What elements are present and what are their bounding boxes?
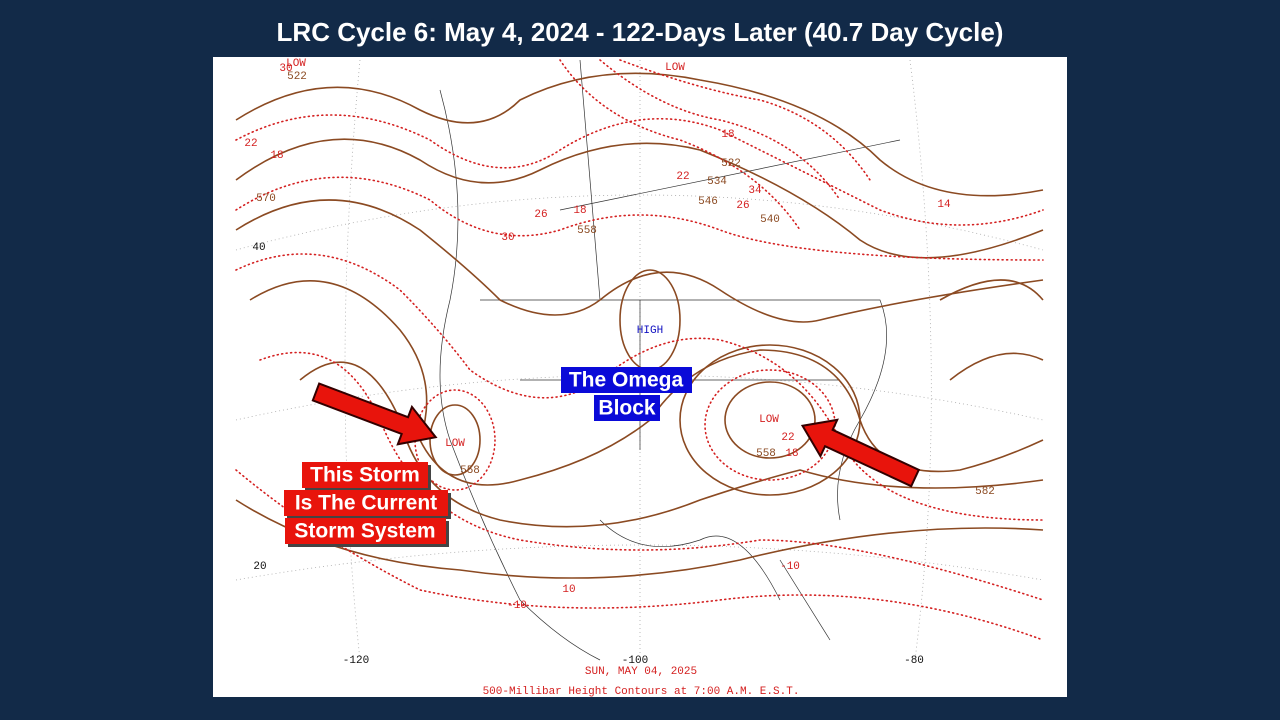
contour-label: 26 xyxy=(736,200,749,212)
contour-label: 570 xyxy=(256,193,276,205)
contour-label: 534 xyxy=(707,176,727,188)
contour-label: LOW xyxy=(445,438,465,450)
arrow-west xyxy=(311,382,438,446)
contour-label: 558 xyxy=(756,448,776,460)
storm-label: This Storm xyxy=(310,464,420,487)
omega-box xyxy=(594,395,660,421)
omega-label: Block xyxy=(598,397,656,420)
contour-label: 26 xyxy=(534,209,547,221)
contour-label: 14 xyxy=(937,199,951,211)
contour-label: -120 xyxy=(343,655,369,667)
contour-label: 522 xyxy=(287,71,307,83)
contour-label: -100 xyxy=(622,655,648,667)
contour-label: 18 xyxy=(785,448,798,460)
contour-label: 40 xyxy=(252,242,265,254)
contour-label: HIGH xyxy=(637,325,663,337)
storm-label: Is The Current xyxy=(295,492,437,515)
contour-label: 22 xyxy=(244,138,257,150)
contour-label: 540 xyxy=(760,214,780,226)
contour-label: -10 xyxy=(507,600,527,612)
contour-label: 558 xyxy=(577,225,597,237)
contour-label: 18 xyxy=(270,150,283,162)
contour-label: 20 xyxy=(253,561,266,573)
contour-label: 30 xyxy=(279,63,292,75)
contour-label: 558 xyxy=(460,465,480,477)
contour-label: 18 xyxy=(721,129,734,141)
storm-boxes xyxy=(284,462,451,547)
contour-label: 522 xyxy=(721,158,741,170)
contour-label: 22 xyxy=(676,171,689,183)
slide-title: LRC Cycle 6: May 4, 2024 - 122-Days Late… xyxy=(277,17,1004,47)
contour-label: 34 xyxy=(748,185,762,197)
arrow-east xyxy=(800,418,921,488)
contour-label: LOW xyxy=(759,414,779,426)
omega-label: The Omega xyxy=(569,369,684,392)
omega-box xyxy=(561,367,692,393)
contour-label: -10 xyxy=(780,561,800,573)
contour-label: 10 xyxy=(562,584,575,596)
contour-label: LOW xyxy=(286,58,306,70)
contour-label: 18 xyxy=(573,205,586,217)
contour-label: 582 xyxy=(975,486,995,498)
contour-label: LOW xyxy=(665,62,685,74)
contour-label: -80 xyxy=(904,655,924,667)
contour-label: 22 xyxy=(781,432,794,444)
map-caption: 500-Millibar Height Contours at 7:00 A.M… xyxy=(483,686,800,698)
map-date: SUN, MAY 04, 2025 xyxy=(585,666,697,678)
contour-label: 546 xyxy=(698,196,718,208)
contour-label: 30 xyxy=(501,232,514,244)
storm-label: Storm System xyxy=(294,520,435,543)
